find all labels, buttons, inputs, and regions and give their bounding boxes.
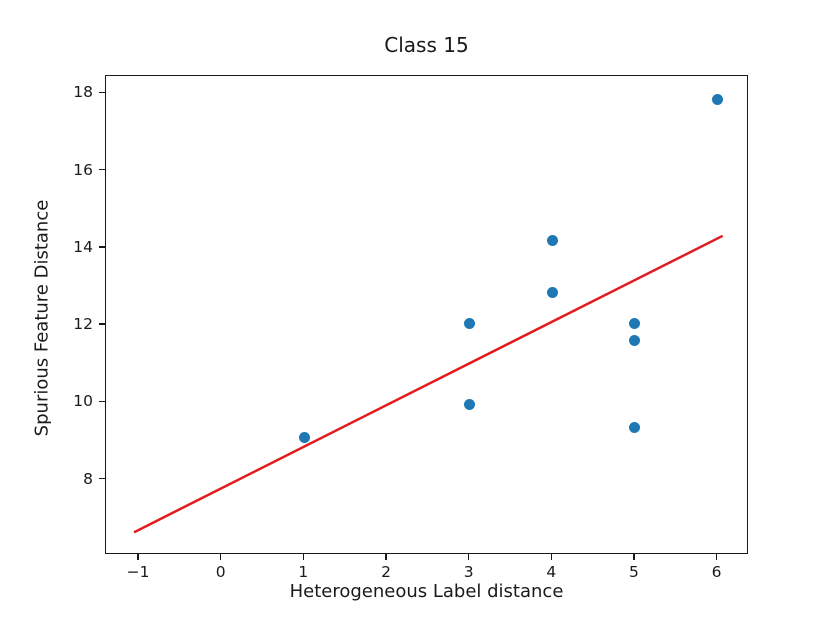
data-point: [629, 422, 641, 434]
x-tick-mark: [467, 554, 470, 560]
data-point: [546, 234, 558, 246]
x-tick-mark: [633, 554, 635, 560]
x-tick-label: 5: [629, 563, 639, 581]
data-point: [464, 317, 476, 329]
y-axis-label: Spurious Feature Distance: [31, 199, 53, 437]
y-tick-label: 18: [73, 83, 93, 102]
y-tick-label: 16: [73, 160, 93, 179]
y-tick-mark: [99, 400, 105, 403]
x-tick-label: −1: [126, 563, 150, 581]
x-tick-mark: [302, 554, 305, 560]
x-tick-mark: [715, 554, 718, 560]
plot-area: [105, 75, 748, 554]
x-tick-label: 4: [546, 563, 557, 581]
y-tick-label: 12: [73, 315, 93, 334]
data-point: [298, 431, 310, 443]
x-tick-mark: [137, 554, 139, 560]
data-point: [546, 286, 558, 298]
y-tick-mark: [99, 168, 105, 171]
x-tick-label: 1: [298, 563, 309, 581]
y-tick-label: 8: [83, 469, 93, 488]
x-axis-label: Heterogeneous Label distance: [289, 581, 564, 602]
trend-line: [133, 235, 723, 534]
x-tick-mark: [219, 554, 222, 560]
data-point: [629, 317, 641, 329]
y-tick-mark: [99, 246, 105, 248]
x-tick-label: 3: [463, 563, 474, 581]
y-tick-mark: [99, 91, 105, 94]
x-tick-mark: [385, 554, 387, 560]
y-tick-mark: [99, 477, 105, 480]
x-tick-label: 0: [215, 563, 226, 581]
data-point: [712, 93, 724, 105]
x-tick-label: 6: [711, 563, 722, 581]
chart-title: Class 15: [384, 33, 469, 57]
data-point: [629, 335, 641, 347]
y-tick-label: 14: [73, 237, 93, 256]
x-tick-label: 2: [381, 563, 391, 581]
data-point: [464, 398, 476, 410]
x-tick-mark: [550, 554, 553, 560]
y-tick-label: 10: [73, 392, 93, 411]
y-tick-mark: [99, 323, 105, 325]
